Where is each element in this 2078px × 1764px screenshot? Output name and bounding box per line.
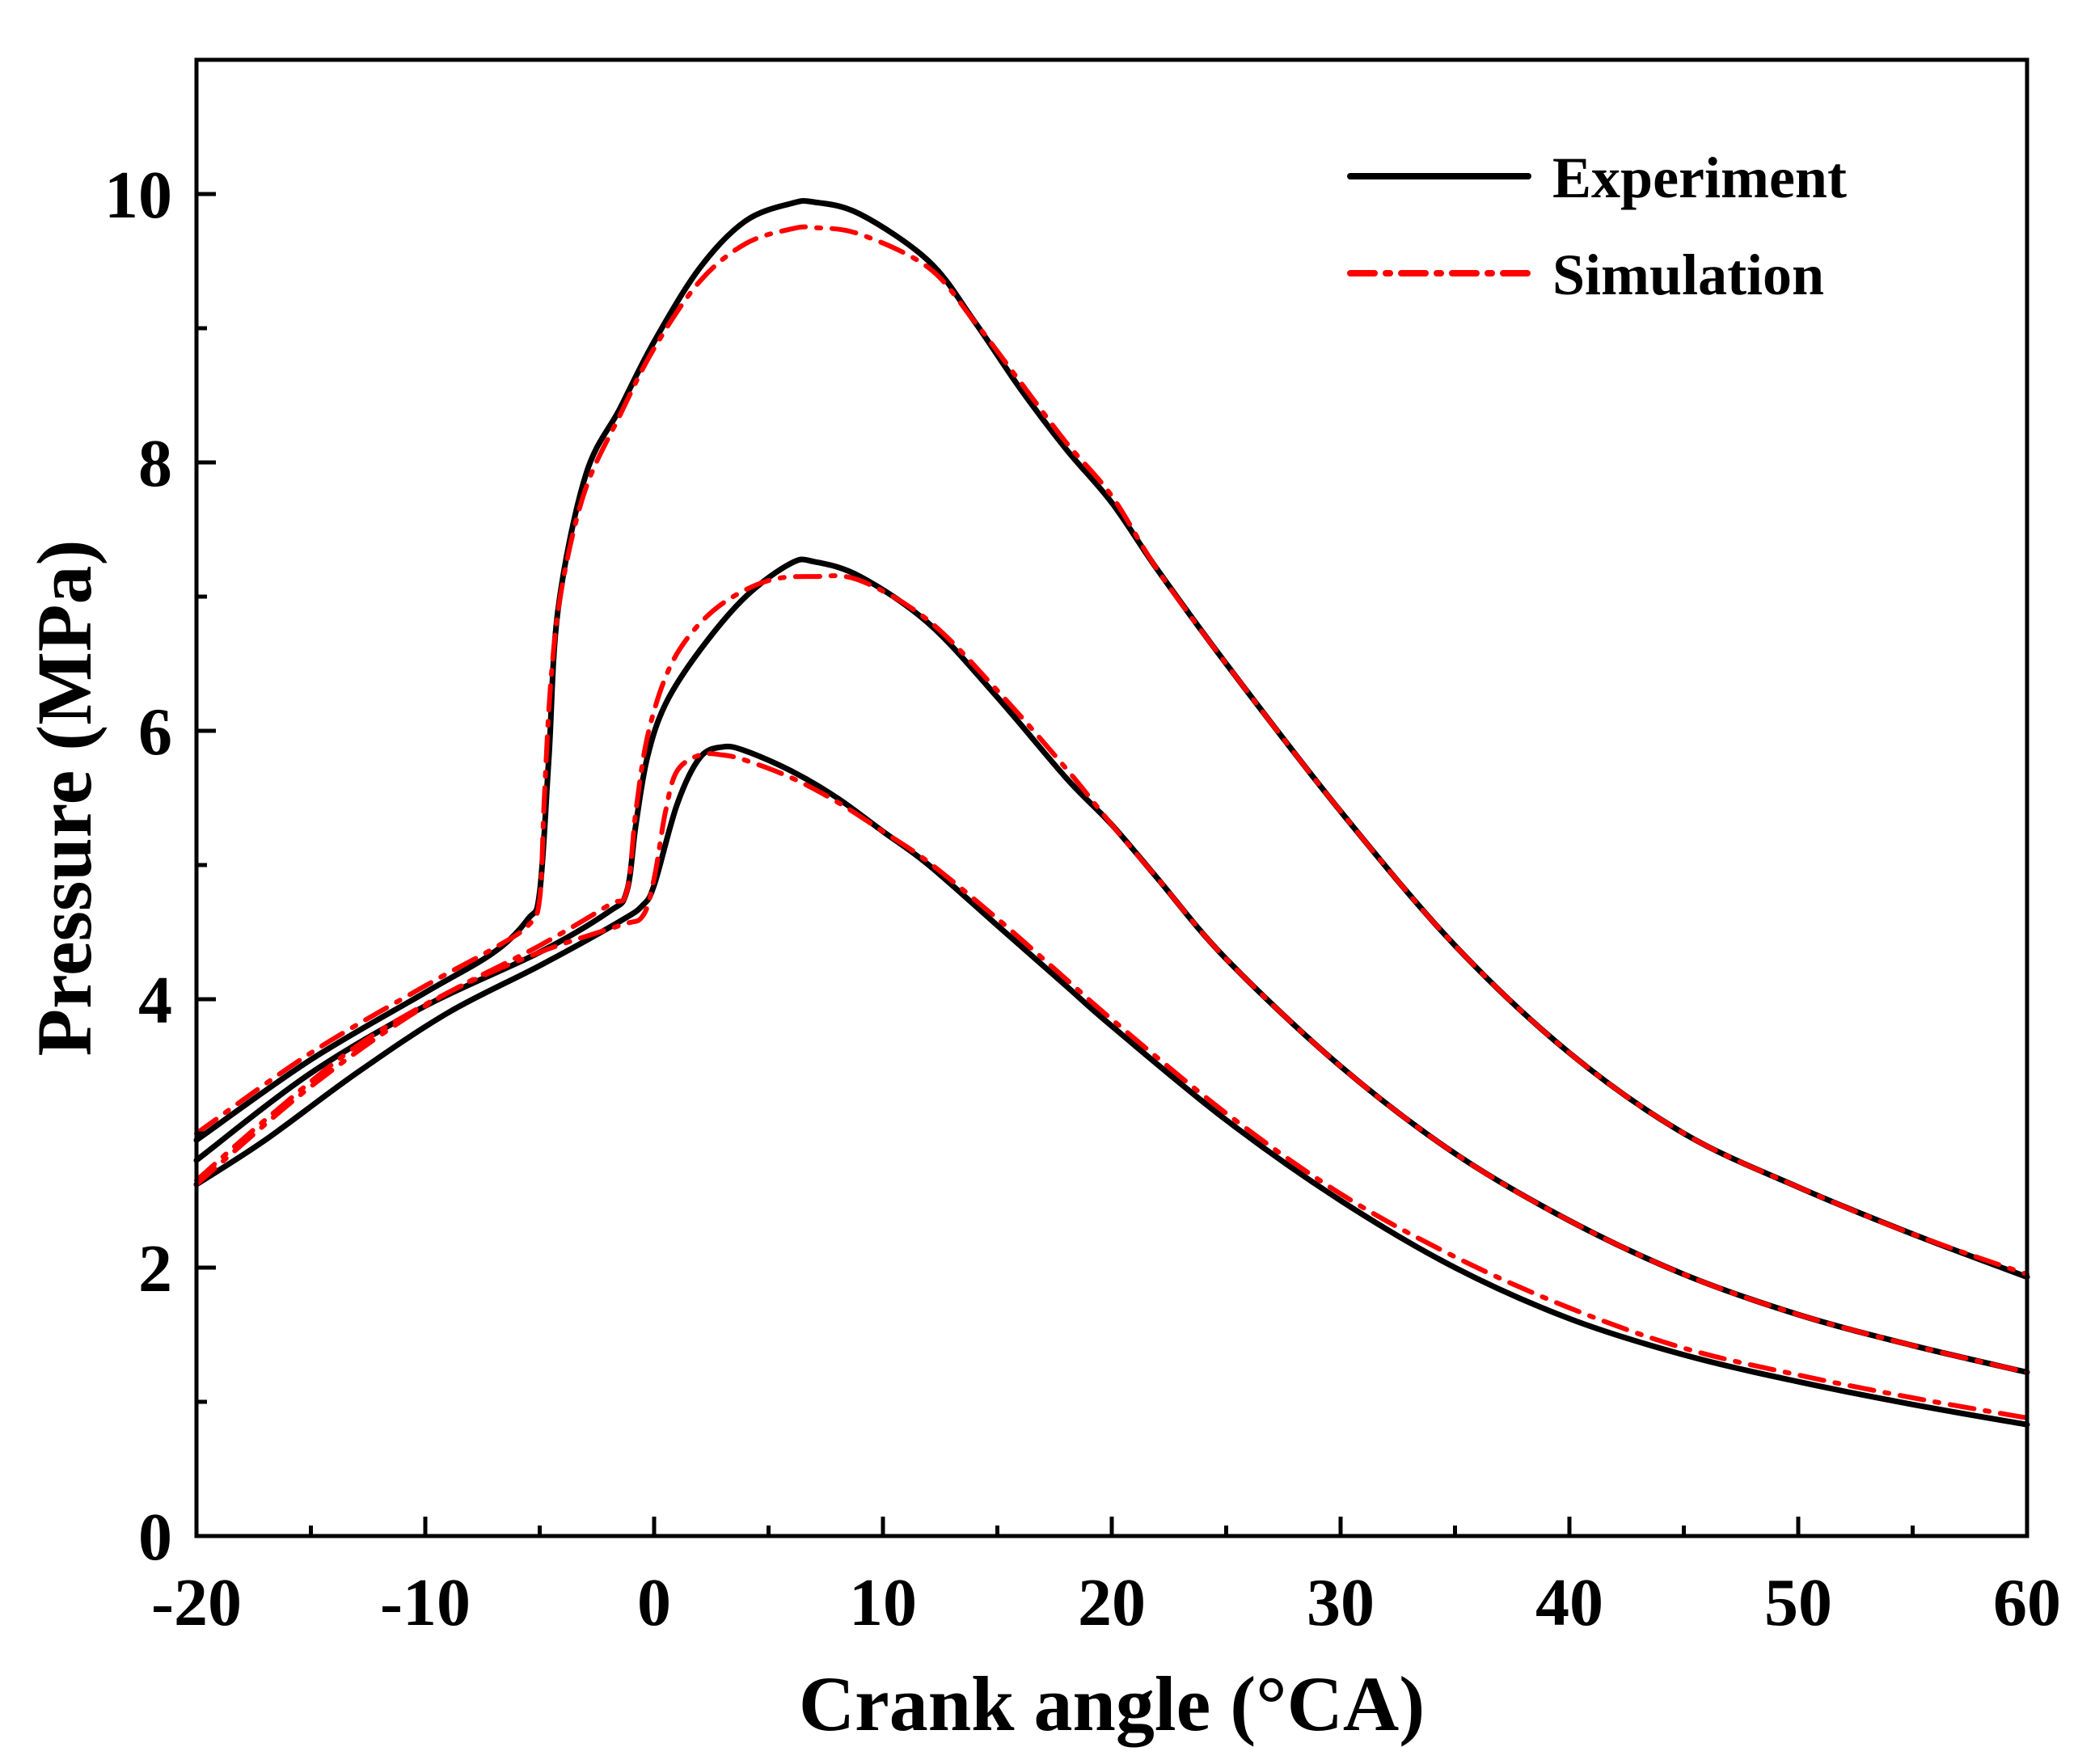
series-line-experiment-medium <box>193 556 2030 1375</box>
x-tick-label: 60 <box>1993 1565 2061 1640</box>
legend: Experiment Simulation <box>1347 146 1847 307</box>
x-axis-label: Crank angle (°CA) <box>799 1661 1425 1747</box>
y-tick-label: 10 <box>104 158 172 233</box>
y-tick-label: 2 <box>138 1231 172 1306</box>
x-tick-label: -10 <box>380 1565 471 1640</box>
x-tick-label: 10 <box>849 1565 917 1640</box>
x-tick-label: 50 <box>1764 1565 1832 1640</box>
y-tick-label: 8 <box>138 426 172 501</box>
x-tick-label: -20 <box>151 1565 242 1640</box>
x-tick-label: 40 <box>1535 1565 1603 1640</box>
legend-label-experiment: Experiment <box>1552 146 1847 210</box>
y-tick-label: 6 <box>138 694 172 770</box>
series-layer <box>193 197 2030 1428</box>
series-line-simulation-high <box>194 224 2029 1277</box>
y-tick-label: 4 <box>138 963 172 1038</box>
plot-frame <box>194 57 2029 1538</box>
y-axis-label: Pressure (MPa) <box>21 540 108 1057</box>
series-line-experiment-low <box>193 743 2030 1428</box>
y-tick-label: 0 <box>138 1500 172 1575</box>
x-tick-label: 20 <box>1078 1565 1146 1640</box>
x-tick-label: 0 <box>637 1565 671 1640</box>
series-line-simulation-medium <box>194 573 2029 1375</box>
legend-label-simulation: Simulation <box>1552 243 1824 307</box>
x-tick-label: 30 <box>1307 1565 1375 1640</box>
ticks-layer: -20 -10 0 10 20 30 40 50 60 0 2 4 6 8 10 <box>104 57 2061 1640</box>
series-line-simulation-low <box>194 751 2029 1420</box>
